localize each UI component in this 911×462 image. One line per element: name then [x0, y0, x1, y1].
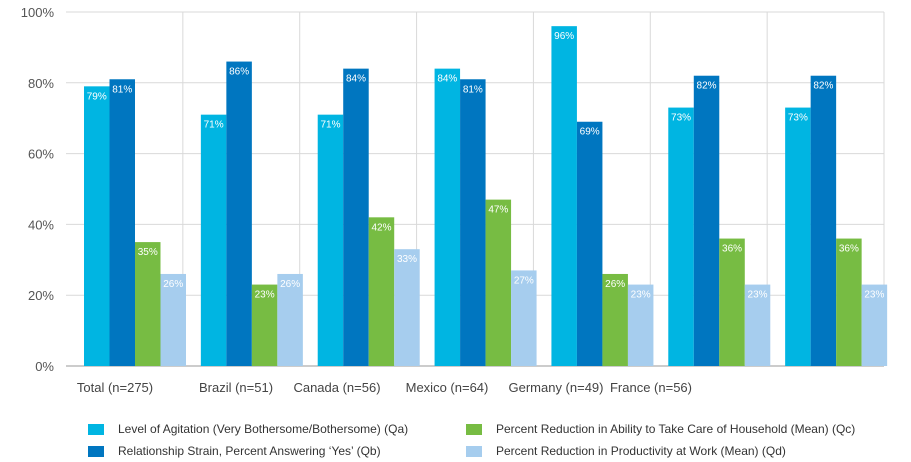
bar: [226, 61, 252, 367]
data-label: 86%: [229, 67, 249, 78]
data-label: 35%: [138, 247, 158, 258]
y-tick-label: 100%: [21, 5, 55, 20]
bar: [551, 26, 577, 366]
x-category-label: Germany (n=49): [508, 380, 603, 395]
data-label: 47%: [488, 205, 508, 216]
data-label: 84%: [346, 74, 366, 85]
x-category-label: France (n=56): [610, 380, 692, 395]
data-label: 69%: [580, 127, 600, 138]
y-tick-label: 80%: [28, 76, 54, 91]
data-label: 23%: [748, 290, 768, 301]
data-label: 23%: [864, 290, 884, 301]
x-category-label: Canada (n=56): [293, 380, 380, 395]
y-tick-label: 0%: [35, 359, 54, 374]
bar: [109, 79, 135, 366]
bar: [627, 284, 654, 366]
bar: [719, 238, 745, 366]
data-label: 36%: [839, 244, 859, 255]
x-category-label: Mexico (n=64): [406, 380, 489, 395]
data-label: 81%: [112, 84, 132, 95]
y-tick-label: 40%: [28, 217, 54, 232]
data-label: 73%: [788, 113, 808, 124]
data-label: 36%: [722, 244, 742, 255]
data-label: 42%: [371, 222, 391, 233]
data-label: 82%: [697, 81, 717, 92]
bar: [511, 270, 537, 366]
bar: [785, 107, 811, 366]
bar: [668, 107, 694, 366]
bar: [135, 242, 161, 366]
data-label: 73%: [671, 113, 691, 124]
x-category-label: Total (n=275): [77, 380, 153, 395]
bar: [576, 121, 603, 367]
data-label: 26%: [163, 279, 183, 290]
data-label: 84%: [437, 74, 457, 85]
bar: [84, 86, 110, 366]
data-label: 26%: [605, 279, 625, 290]
bar: [200, 114, 227, 366]
bar: [836, 238, 862, 366]
bar: [277, 273, 303, 366]
bar: [251, 284, 278, 366]
bar: [744, 284, 771, 366]
data-label: 79%: [87, 91, 107, 102]
bar: [394, 249, 420, 366]
bar: [368, 217, 395, 366]
y-tick-label: 60%: [28, 147, 54, 162]
bar: [485, 199, 512, 366]
x-category-label: Brazil (n=51): [199, 380, 273, 395]
data-label: 26%: [280, 279, 300, 290]
data-label: 71%: [204, 120, 224, 131]
data-label: 81%: [463, 84, 483, 95]
data-label: 23%: [631, 290, 651, 301]
y-tick-label: 20%: [28, 288, 54, 303]
bar: [434, 68, 461, 366]
bar: [343, 68, 369, 366]
data-label: 96%: [554, 31, 574, 42]
data-label: 71%: [320, 120, 340, 131]
bar: [693, 75, 720, 366]
bar: [460, 79, 486, 366]
data-label: 23%: [255, 290, 275, 301]
bar: [317, 114, 344, 366]
data-label: 33%: [397, 254, 417, 265]
bar: [810, 75, 837, 366]
data-label: 82%: [813, 81, 833, 92]
bar: [602, 273, 628, 366]
data-label: 27%: [514, 275, 534, 286]
bar: [160, 273, 186, 366]
bar: [861, 284, 888, 366]
